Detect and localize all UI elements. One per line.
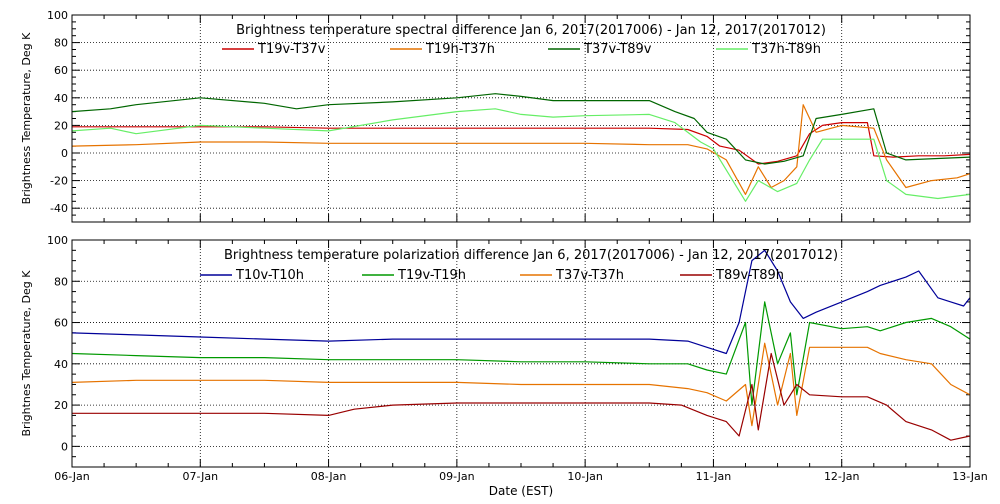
y-tick-label: 60 — [54, 317, 68, 330]
y-axis-label: Brightness Temperature, Deg K — [20, 32, 33, 204]
legend-label: T37v-T89v — [583, 42, 652, 57]
x-tick-label: 10-Jan — [567, 470, 603, 483]
series-line-t89v-t89h — [72, 352, 971, 441]
legend-label: T19h-T37h — [425, 42, 495, 57]
legend-label: T37v-T37h — [555, 268, 624, 283]
y-axis-label: Brightnes Temperature, Deg K — [20, 270, 33, 437]
y-tick-label: 40 — [54, 92, 68, 105]
legend-label: T19v-T37v — [257, 42, 326, 57]
legend-label: T19v-T19h — [397, 268, 466, 283]
x-tick-label: 11-Jan — [696, 470, 732, 483]
x-tick-label: 13-Jan — [952, 470, 988, 483]
chart-title: Brightness temperature polarization diff… — [224, 248, 838, 263]
x-tick-label: 06-Jan — [54, 470, 90, 483]
series-line-t19v-t19h — [71, 301, 971, 406]
x-tick-label: 08-Jan — [311, 470, 347, 483]
y-tick-label: -20 — [50, 175, 68, 188]
chart-panel-2: 06-Jan 07-Jan 08-Jan 09-Jan 10-Jan 11-Jan 12-J… — [20, 234, 988, 498]
y-tick-label: 80 — [54, 37, 68, 50]
y-tick-label: 100 — [47, 9, 68, 22]
chart-title: Brightness temperature spectral differen… — [236, 23, 826, 38]
y-tick-label: 60 — [54, 64, 68, 77]
series-line-t19h-t37h — [71, 104, 971, 195]
series-line-t37v-t89v — [71, 93, 971, 165]
y-tick-label: 0 — [61, 147, 68, 160]
y-tick-label: -40 — [50, 202, 68, 215]
x-tick-label: 12-Jan — [824, 470, 860, 483]
y-tick-label: 20 — [54, 119, 68, 132]
legend-label: T37h-T89h — [751, 42, 821, 57]
x-axis-label: Date (EST) — [489, 484, 553, 498]
series-line-t19v-t37v — [72, 122, 971, 165]
y-tick-label: 80 — [54, 275, 68, 288]
y-tick-label: 100 — [47, 234, 68, 247]
x-tick-label: 09-Jan — [439, 470, 475, 483]
chart-panel-1: -40 -20 0 20 40 60 80 100 Brightness temperature… — [20, 9, 971, 223]
y-tick-label: 40 — [54, 358, 68, 371]
plot-frame — [71, 239, 971, 468]
y-tick-label: 20 — [54, 399, 68, 412]
series-line-t37v-t37h — [71, 342, 971, 427]
legend-label: T89v-T89h — [715, 268, 784, 283]
x-tick-label: 07-Jan — [183, 470, 219, 483]
plot-frame — [71, 14, 971, 223]
y-tick-label: 0 — [61, 440, 68, 453]
series-line-t10v-t10h — [71, 249, 971, 355]
series-line-t37h-t89h — [71, 108, 971, 202]
legend-label: T10v-T10h — [235, 268, 304, 283]
